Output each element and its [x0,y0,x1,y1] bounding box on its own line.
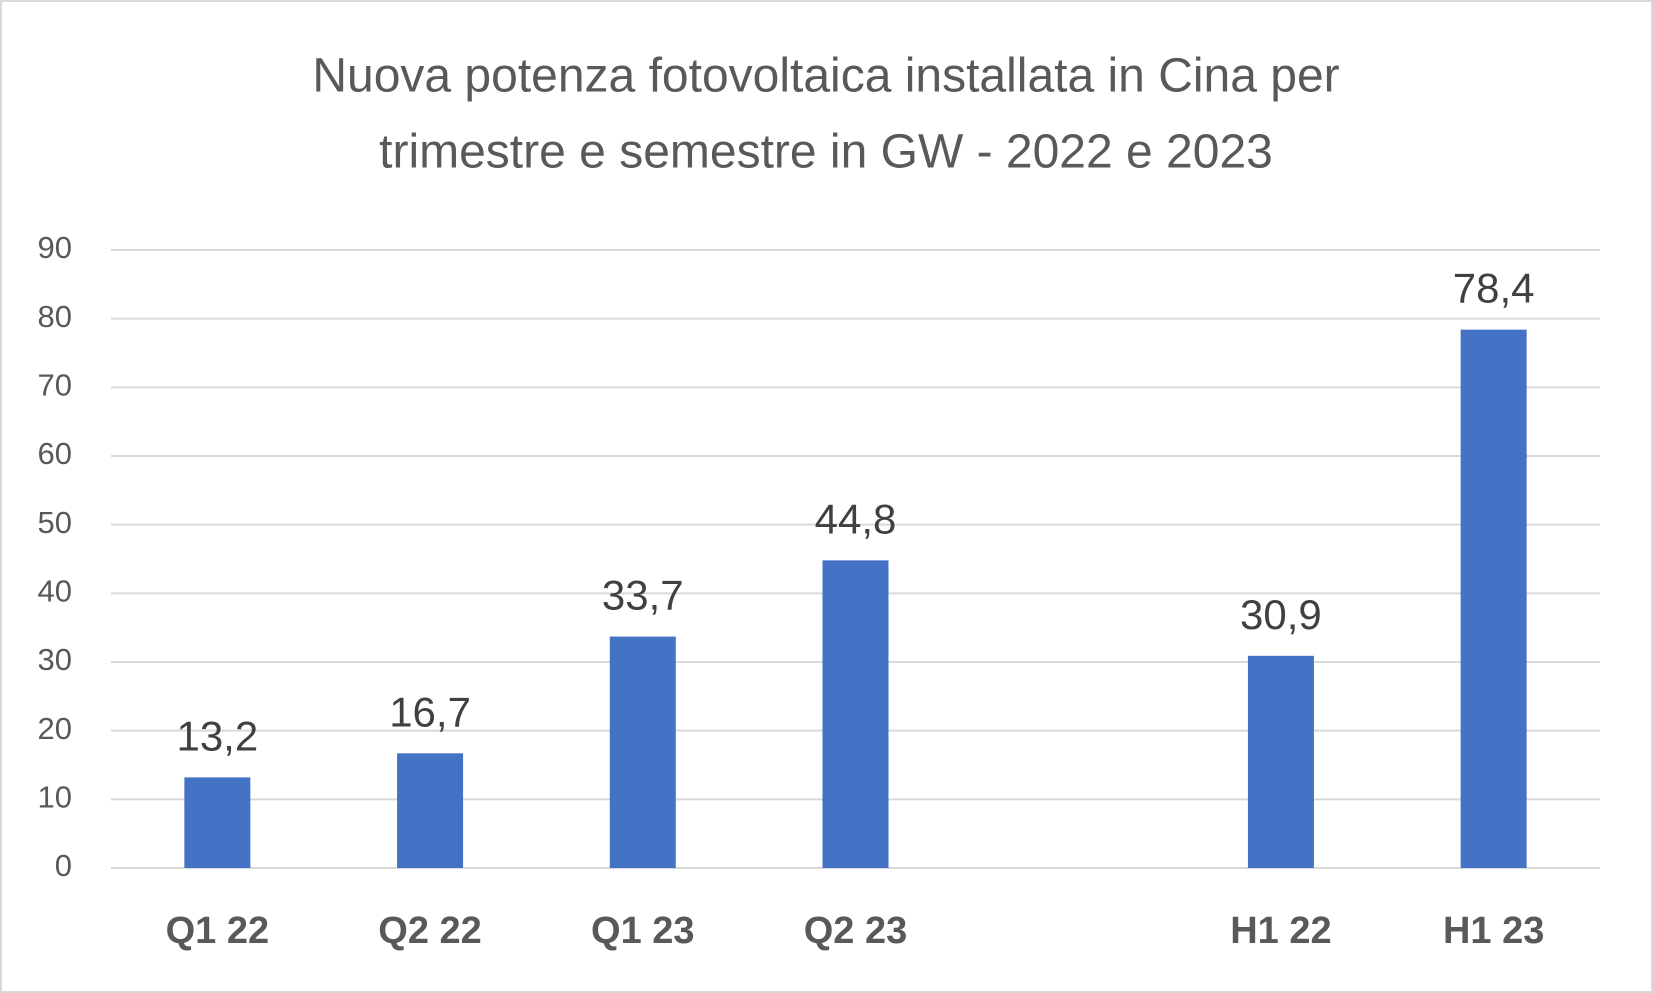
value-label: 16,7 [389,688,471,735]
y-tick-label: 40 [38,574,72,609]
x-tick-label: H1 23 [1443,910,1544,952]
value-label: 13,2 [176,712,258,759]
value-label: 30,9 [1240,591,1322,638]
x-tick-label: Q2 22 [378,910,482,952]
y-tick-label: 30 [38,642,72,677]
x-tick-label: Q1 23 [591,910,695,952]
y-tick-label: 50 [38,505,72,540]
y-tick-label: 70 [38,368,72,403]
value-label: 78,4 [1453,265,1535,312]
x-tick-label: Q1 22 [166,910,270,952]
chart-title: Nuova potenza fotovoltaica installata in… [312,50,1339,103]
y-tick-label: 20 [38,711,72,746]
x-tick-label: Q2 23 [804,910,908,952]
bar [184,777,251,868]
x-tick-label: H1 22 [1230,910,1331,952]
chart-title: trimestre e semestre in GW - 2022 e 2023 [379,126,1273,179]
bar [397,753,464,868]
value-label: 33,7 [602,572,684,619]
y-tick-label: 60 [38,436,72,471]
bar [1247,655,1314,868]
bar [1460,329,1527,868]
y-tick-label: 0 [55,848,72,883]
y-tick-label: 90 [38,230,72,265]
bar [822,560,889,868]
y-tick-label: 80 [38,299,72,334]
value-label: 44,8 [815,495,897,542]
bar [609,636,676,868]
y-tick-label: 10 [38,780,72,815]
